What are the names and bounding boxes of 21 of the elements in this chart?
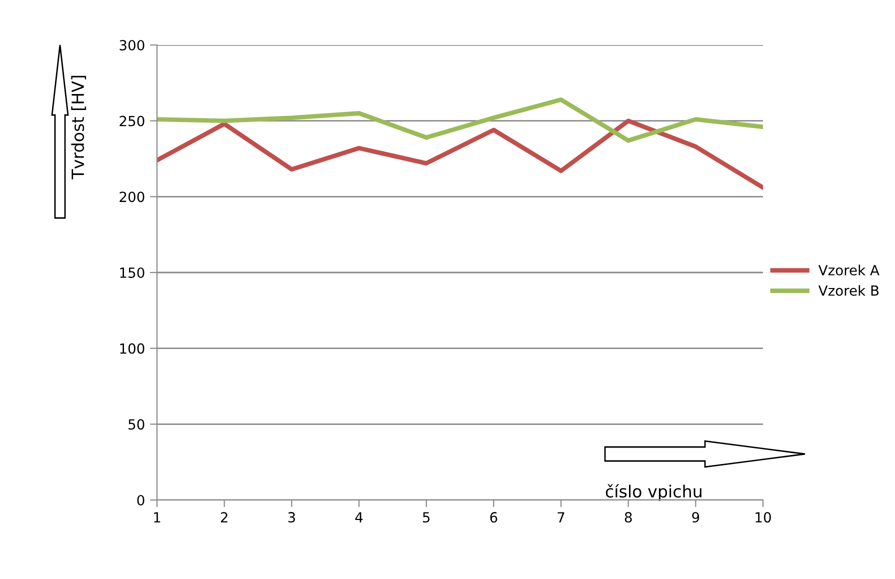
x-tick-label: 1	[154, 512, 160, 522]
x-tick-label: 10	[756, 512, 771, 523]
y-tick-label: 50	[128, 419, 144, 430]
y-tick-label: 250	[120, 116, 144, 126]
legend-label: Vzorek B	[818, 285, 879, 296]
x-tick-label: 4	[355, 512, 363, 522]
legend-label: Vzorek A	[818, 264, 880, 276]
x-tick-label: 7	[558, 512, 564, 522]
x-tick-label: 6	[490, 512, 498, 523]
y-axis-title: Tvrdost [HV]	[71, 76, 86, 180]
x-tick-label: 9	[692, 512, 700, 523]
y-tick-label: 100	[120, 343, 144, 354]
x-tick-label: 8	[624, 512, 632, 523]
y-tick-label: 150	[120, 267, 144, 278]
x-axis-title: číslo vpichu	[606, 484, 702, 501]
y-tick-label: 0	[137, 494, 144, 506]
x-tick-label: 3	[288, 512, 295, 523]
y-tick-label: 300	[120, 40, 144, 50]
x-tick-label: 2	[220, 512, 228, 522]
x-tick-label: 5	[422, 512, 430, 523]
y-tick-label: 200	[120, 192, 144, 202]
